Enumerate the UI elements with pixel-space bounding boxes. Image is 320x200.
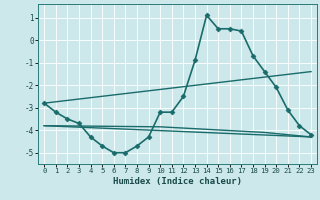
X-axis label: Humidex (Indice chaleur): Humidex (Indice chaleur) — [113, 177, 242, 186]
